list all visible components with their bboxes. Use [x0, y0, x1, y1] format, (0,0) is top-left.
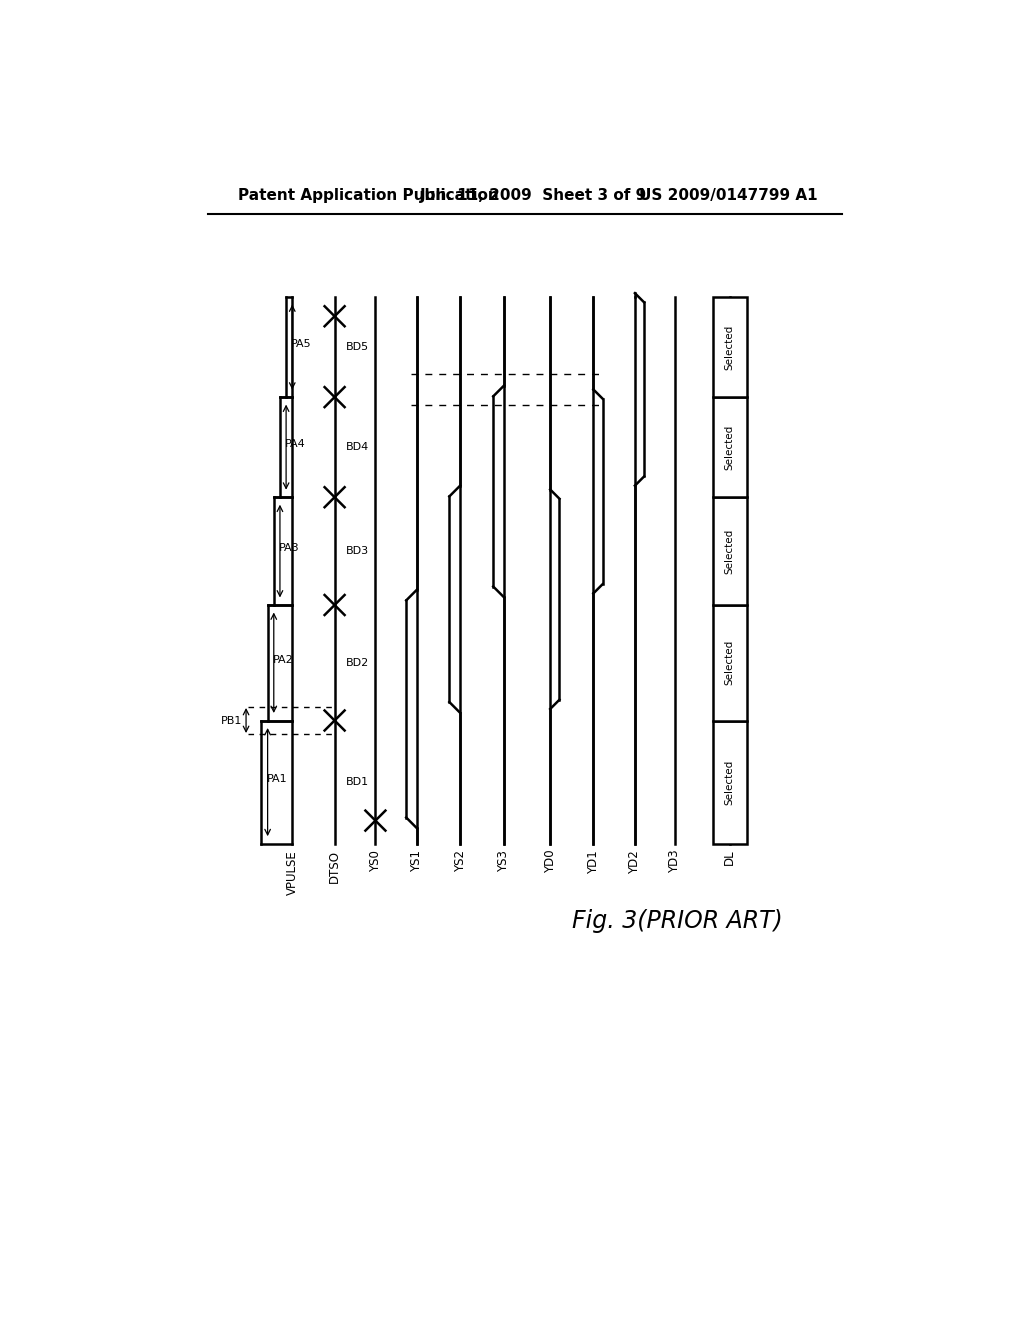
Text: YD1: YD1	[587, 850, 600, 874]
Text: Selected: Selected	[725, 759, 734, 805]
Bar	[713, 605, 746, 721]
Text: Selected: Selected	[725, 640, 734, 685]
Text: YS1: YS1	[411, 850, 424, 873]
Text: Fig. 3(PRIOR ART): Fig. 3(PRIOR ART)	[571, 908, 782, 933]
Text: PA5: PA5	[291, 339, 312, 348]
Bar	[713, 397, 746, 498]
Text: YS0: YS0	[369, 850, 382, 871]
Text: YS3: YS3	[498, 850, 511, 871]
Text: PB1: PB1	[221, 715, 243, 726]
Text: BD2: BD2	[345, 657, 369, 668]
Text: Jun. 11, 2009  Sheet 3 of 9: Jun. 11, 2009 Sheet 3 of 9	[420, 187, 647, 203]
Text: PA1: PA1	[266, 774, 287, 784]
Text: YD3: YD3	[669, 850, 681, 874]
Text: DL: DL	[723, 850, 736, 866]
Text: US 2009/0147799 A1: US 2009/0147799 A1	[639, 187, 817, 203]
Text: YS2: YS2	[454, 850, 467, 873]
Text: Selected: Selected	[725, 425, 734, 470]
Text: YD2: YD2	[629, 850, 641, 874]
Text: Patent Application Publication: Patent Application Publication	[239, 187, 499, 203]
Text: BD5: BD5	[345, 342, 369, 352]
Text: BD3: BD3	[345, 546, 369, 556]
Text: PA4: PA4	[285, 440, 306, 449]
Text: Selected: Selected	[725, 325, 734, 370]
Text: Selected: Selected	[725, 528, 734, 574]
Text: VPULSE: VPULSE	[286, 850, 299, 895]
Bar	[713, 498, 746, 605]
Bar	[713, 721, 746, 843]
Text: PA3: PA3	[279, 543, 299, 553]
Bar	[713, 297, 746, 397]
Text: BD4: BD4	[345, 442, 369, 453]
Text: PA2: PA2	[272, 655, 294, 665]
Text: DTSO: DTSO	[328, 850, 341, 883]
Text: YD0: YD0	[544, 850, 557, 874]
Text: BD1: BD1	[345, 777, 369, 787]
